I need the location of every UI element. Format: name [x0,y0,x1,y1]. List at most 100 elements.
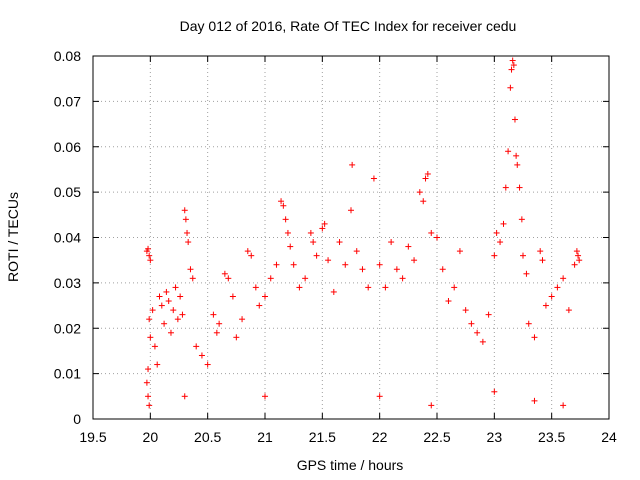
data-point [287,243,294,250]
data-point [439,266,446,273]
chart-title: Day 012 of 2016, Rate Of TEC Index for r… [180,18,517,34]
data-point [575,252,582,259]
data-point [262,293,268,300]
data-point [179,311,186,318]
data-point [376,261,383,268]
y-tick-label: 0 [73,411,81,427]
data-point [428,229,435,236]
data-point [523,270,530,277]
data-point [181,207,188,214]
data-point [505,148,512,155]
data-point [310,239,317,246]
data-point [422,175,429,182]
y-tick-label: 0.05 [54,184,81,200]
data-point [216,320,223,327]
data-point [370,175,377,182]
data-point [491,388,498,395]
data-point [174,316,181,323]
data-point [376,393,383,400]
data-point [416,189,423,196]
data-point [302,275,309,282]
data-point [210,311,217,318]
data-point [244,248,251,255]
data-point [576,257,583,264]
grid-lines [93,56,609,419]
data-point [233,334,240,341]
x-tick-label: 20 [143,429,159,445]
data-point [198,352,205,359]
data-point [221,270,228,277]
data-point [420,198,427,205]
data-point [282,216,289,223]
data-point [514,161,521,168]
data-point [167,329,174,336]
data-point [321,220,328,227]
data-point [149,307,156,314]
data-point [145,366,152,373]
data-point [185,239,192,246]
data-point [151,343,158,350]
data-point [284,229,291,236]
data-point [239,316,246,323]
data-point [393,266,400,273]
data-point [509,57,516,64]
data-point [154,361,161,368]
plot-frame [92,55,610,420]
data-point [336,239,343,246]
y-tick-label: 0.08 [54,48,81,64]
data-point [539,257,546,264]
data-point [313,252,320,259]
data-point [353,248,360,255]
data-point [359,266,366,273]
data-point [330,288,337,295]
data-point [434,234,440,241]
data-point [445,298,452,305]
x-tick-label: 23 [487,429,503,445]
data-point [256,302,263,309]
data-point [147,334,154,341]
data-point [248,252,255,259]
data-point [319,225,326,232]
data-point [531,397,538,404]
data-point [145,393,152,400]
data-point [307,229,314,236]
data-point [411,257,418,264]
data-point [502,184,509,191]
data-point [273,261,280,268]
data-point [296,284,303,291]
data-point [161,320,168,327]
x-tick-label: 23.5 [538,429,565,445]
data-point [278,198,285,205]
data-point [280,202,287,209]
data-point [172,284,179,291]
data-point [554,284,561,291]
data-point [204,361,211,368]
data-point [187,266,194,273]
data-point [485,311,492,318]
data-point [170,307,177,314]
data-point [184,229,191,236]
y-tick-label: 0.03 [54,275,81,291]
data-point [560,275,567,282]
x-tick-label: 24 [601,429,617,445]
data-point [537,248,544,255]
data-point [497,239,504,246]
data-point [531,334,538,341]
data-point [493,229,500,236]
x-tick-label: 21.5 [309,429,336,445]
data-point [267,275,274,282]
x-tick-label: 19.5 [79,429,106,445]
data-point [147,257,154,264]
x-tick-label: 20.5 [194,429,221,445]
x-axis-label: GPS time / hours [297,457,404,473]
data-point [193,343,200,350]
y-axis-label: ROTI / TECUs [5,192,21,282]
data-point [424,170,431,177]
data-point [479,338,486,345]
data-point [573,248,580,255]
data-point [491,252,498,259]
data-point [462,307,469,314]
data-point [507,84,514,91]
data-point [252,284,259,291]
